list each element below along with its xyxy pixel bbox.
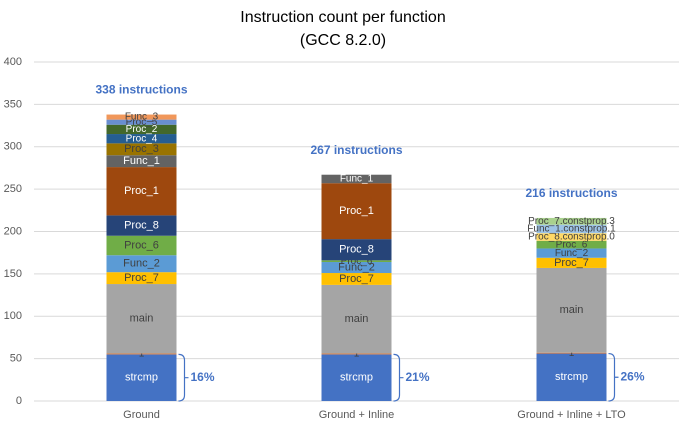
bar-segment <box>106 134 177 144</box>
bar-segment <box>321 354 392 401</box>
bar-segment <box>536 267 607 353</box>
bar-segment <box>321 239 392 261</box>
segment-label: Proc_6 <box>556 239 588 250</box>
bar-segment <box>106 114 177 120</box>
bar-segment <box>536 352 607 354</box>
bar-segment <box>106 255 177 273</box>
share-bracket <box>608 352 619 402</box>
y-tick-label: 0 <box>16 395 22 407</box>
bar-segment <box>321 284 392 354</box>
segment-label: Proc_5 <box>126 117 158 128</box>
bar-segment <box>106 215 177 236</box>
bar-segment <box>106 272 177 285</box>
segment-label: Proc_6 <box>124 239 159 251</box>
bar-segment <box>106 284 177 354</box>
segment-label: main <box>345 313 369 325</box>
segment-label: Proc_3 <box>124 143 159 155</box>
y-tick-label: 100 <box>4 310 22 322</box>
bar-segment <box>536 233 607 241</box>
x-tick-label: Ground + Inline + LTO <box>517 409 626 421</box>
segment-label: Proc_7 <box>339 273 374 285</box>
segment-label: Func_3 <box>125 112 159 123</box>
bar-segment <box>106 155 177 168</box>
bar-segment <box>106 353 177 355</box>
segment-label: Proc_7.constprop.3 <box>528 216 615 227</box>
bar-segment <box>106 143 177 156</box>
y-tick-label: 150 <box>4 268 22 280</box>
total-label: 216 instructions <box>525 186 617 200</box>
bar-segment <box>321 262 392 274</box>
y-tick-label: 300 <box>4 141 22 153</box>
segment-label: strcmp <box>125 372 158 384</box>
segment-label: 1 <box>139 349 145 360</box>
segment-label: Proc_7 <box>124 272 159 284</box>
bar-segment <box>536 240 607 249</box>
bar-segment <box>536 248 607 258</box>
bar-segment <box>536 224 607 234</box>
segment-label: main <box>560 304 584 316</box>
y-tick-label: 400 <box>4 56 22 68</box>
y-tick-label: 50 <box>10 353 22 365</box>
bar-segment <box>321 260 392 263</box>
segment-label: strcmp <box>340 372 373 384</box>
segment-label: strcmp <box>555 371 588 383</box>
segment-label: Proc_1 <box>339 205 374 217</box>
segment-label: Func_1.constprop.1 <box>527 224 616 235</box>
share-label: 26% <box>621 369 645 383</box>
bar-segment <box>106 354 177 401</box>
segment-label: Proc_2 <box>126 124 158 135</box>
segment-label: Proc_4 <box>126 133 158 144</box>
share-label: 21% <box>406 370 430 384</box>
segment-label: Proc_1 <box>124 185 159 197</box>
segment-label: Func_2 <box>555 248 589 259</box>
segment-label: Proc_7 <box>554 257 589 269</box>
segment-label: main <box>130 313 154 325</box>
chart-title: Instruction count per function <box>240 9 445 26</box>
total-label: 338 instructions <box>95 83 187 97</box>
total-label: 267 instructions <box>310 143 402 157</box>
segment-label: 1 <box>569 348 575 359</box>
x-tick-label: Ground + Inline <box>319 409 395 421</box>
segment-label: Proc_8 <box>339 244 374 256</box>
share-bracket <box>393 353 404 402</box>
bar-segment <box>321 353 392 355</box>
bar-segment <box>536 257 607 268</box>
segment-label: Proc_8.constprop.0 <box>528 232 615 243</box>
y-tick-label: 250 <box>4 183 22 195</box>
bar-segment <box>106 124 177 135</box>
bar-segment <box>536 353 607 401</box>
segment-label: 1 <box>354 349 360 360</box>
share-label: 16% <box>191 370 215 384</box>
bar-segment <box>106 167 177 216</box>
segment-label: Proc_8 <box>124 219 159 231</box>
bar-segment <box>106 235 177 256</box>
bar-segment <box>321 174 392 184</box>
share-bracket <box>178 353 189 402</box>
y-tick-label: 200 <box>4 225 22 237</box>
segment-label: Func_2 <box>123 258 160 270</box>
bar-segment <box>536 217 607 225</box>
bar-segment <box>321 273 392 285</box>
bar-segment <box>321 183 392 240</box>
y-tick-label: 350 <box>4 98 22 110</box>
segment-label: Func_2 <box>338 261 375 273</box>
segment-label: Proc_6 <box>341 256 373 267</box>
segment-label: Func_1 <box>340 174 374 185</box>
bar-segment <box>106 119 177 125</box>
chart-subtitle: (GCC 8.2.0) <box>300 32 386 49</box>
segment-label: Func_1 <box>123 155 160 167</box>
x-tick-label: Ground <box>123 409 160 421</box>
